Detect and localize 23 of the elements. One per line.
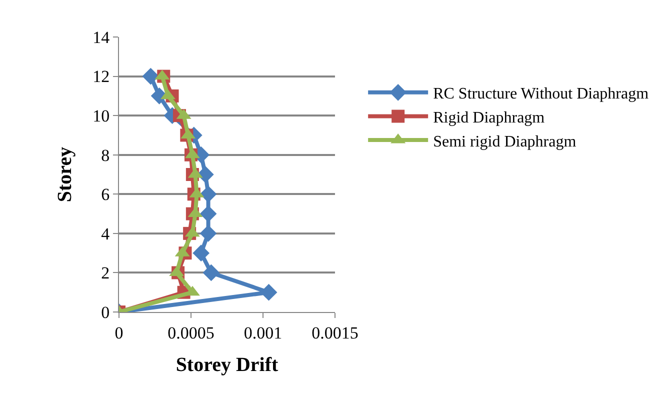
- y-axis-title: Storey: [54, 146, 76, 202]
- point: [192, 244, 210, 262]
- y-tick-label: 4: [101, 224, 110, 244]
- y-tick-label: 8: [101, 146, 110, 165]
- point: [142, 68, 160, 85]
- point: [202, 264, 220, 282]
- x-tick-label: 0.0005: [168, 323, 214, 342]
- y-tick-label: 2: [101, 264, 110, 283]
- y-tick-label: 0: [101, 302, 110, 322]
- y-tick-label: 10: [92, 106, 110, 126]
- legend-label: RC Structure Without Diaphragm: [433, 86, 650, 103]
- legend-label: Rigid Diaphragm: [433, 109, 546, 126]
- y-tick-label: 12: [92, 67, 110, 86]
- point: [200, 205, 217, 222]
- x-tick-label: 0: [114, 323, 124, 342]
- legend-label: Semi rigid Diaphragm: [433, 133, 577, 150]
- point: [200, 224, 217, 242]
- x-tick-label: 0.001: [244, 323, 282, 342]
- x-axis-title: Storey Drift: [176, 354, 279, 376]
- y-tick-label: 6: [101, 185, 110, 204]
- point: [200, 186, 217, 203]
- x-tick-label: 0.0015: [312, 323, 358, 342]
- y-tick-label: 14: [92, 28, 110, 47]
